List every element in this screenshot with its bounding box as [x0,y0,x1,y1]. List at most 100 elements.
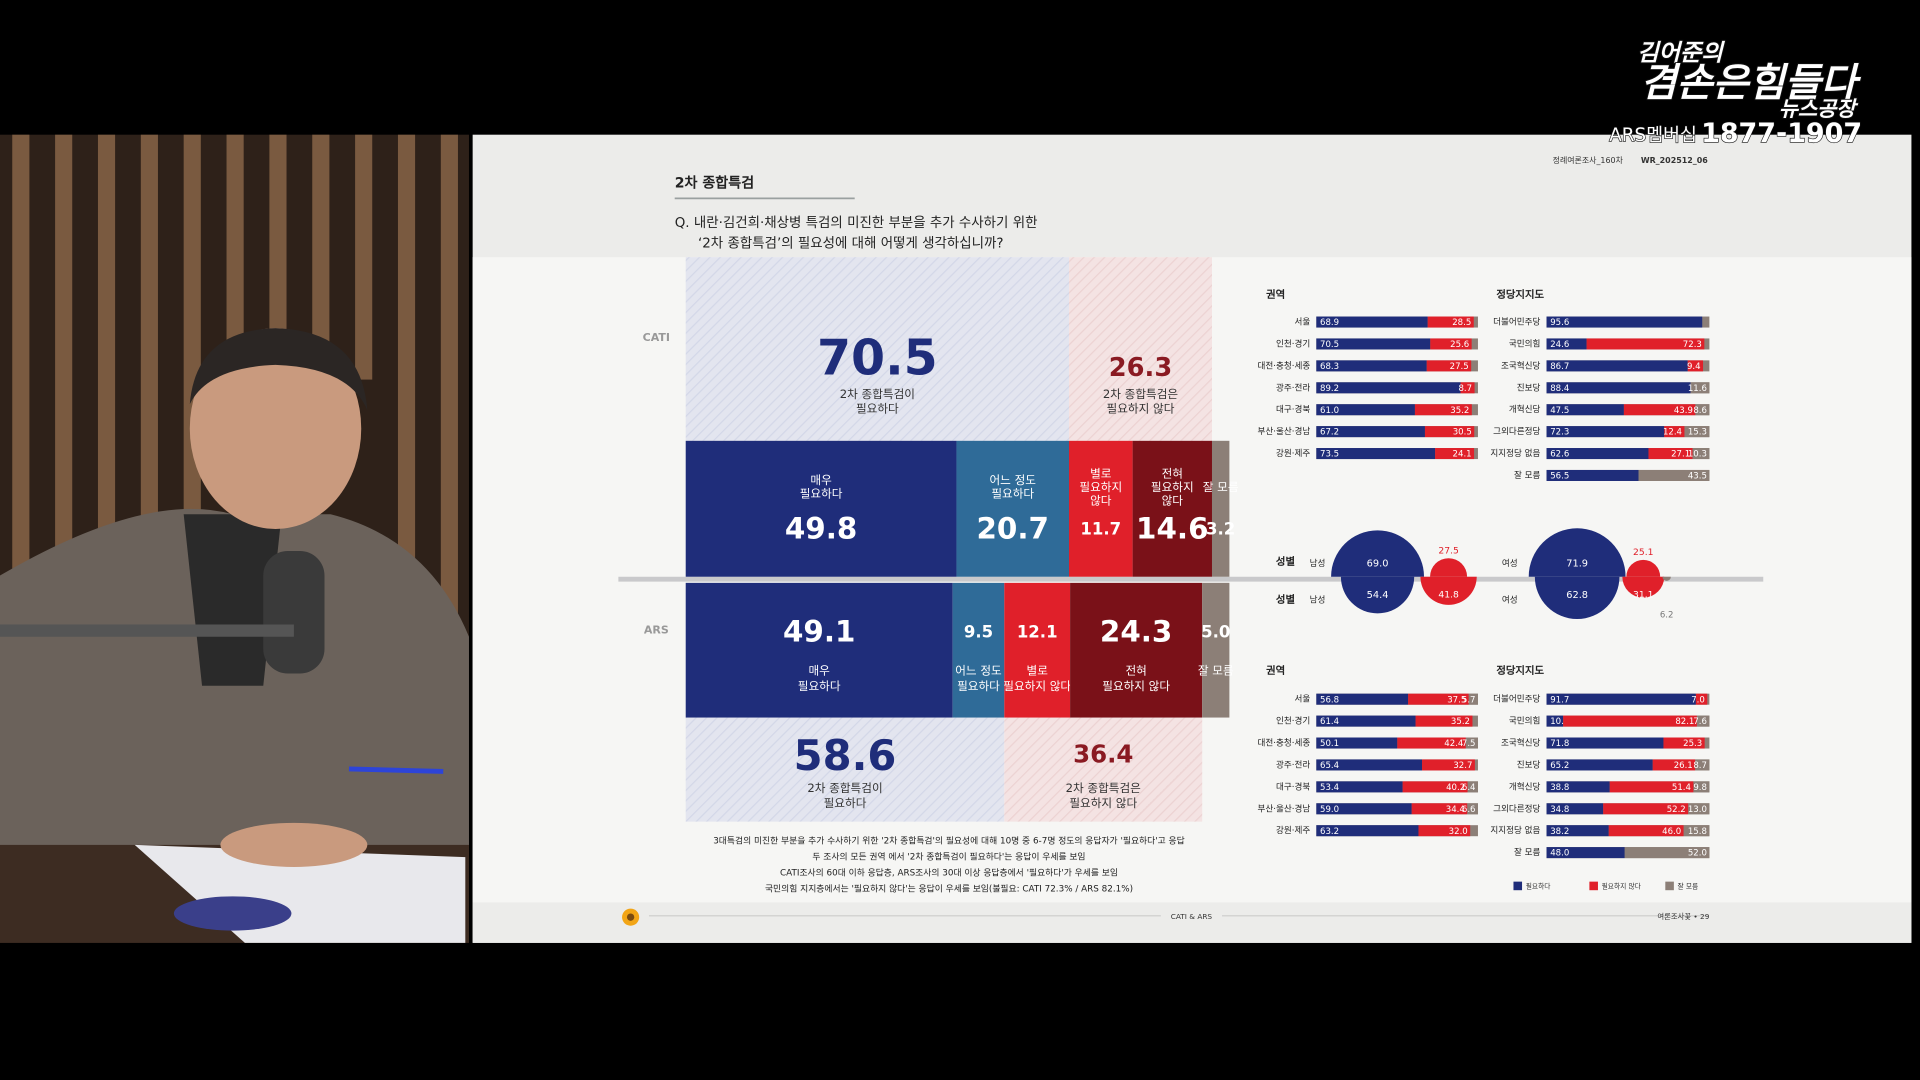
row-bar [1468,693,1478,705]
row-label: 진보당 [1517,382,1541,393]
row-bar [1690,382,1710,394]
need-total: 70.5 [817,330,938,387]
row-value: 8.6 [1693,406,1707,416]
row-label: 서울 [1294,317,1310,328]
row-label: 인천·경기 [1276,337,1310,349]
logo-line: 겸손은힘들다 [1640,61,1861,106]
need-label: 2차 종합특검이 [807,781,882,795]
row-bar [1546,847,1625,859]
segment-bar [1070,582,1203,718]
pen [348,766,444,774]
segment-label: 어느 정도 [989,473,1036,487]
gender-bubble [1662,576,1671,581]
method-label: CATI [643,331,670,344]
row-label: 서울 [1294,694,1310,705]
row-bar [1316,426,1425,438]
row-value: 15.3 [1688,428,1707,438]
row-value: 73.5 [1320,450,1339,460]
segment-label: 필요하지 [1079,480,1122,494]
row-value: 68.9 [1320,318,1339,328]
legend-label: 필요하지 않다 [1602,882,1641,891]
row-bar [1316,737,1398,749]
row-bar [1663,737,1705,749]
gender-title: 성별 [1276,593,1295,606]
segment-label: 전혀 [1125,664,1146,678]
gender-name: 여성 [1502,557,1518,569]
footer-label-bg [1160,909,1223,924]
row-value: 56.8 [1320,695,1339,705]
segment-value: 12.1 [1017,623,1058,642]
row-bar [1546,469,1639,481]
gender-value: 31.1 [1633,590,1653,601]
row-value: 9.4 [1687,362,1701,372]
row-bar [1638,469,1710,481]
row-value: 7.0 [1691,695,1705,705]
not-label: 2차 종합특검은 [1066,781,1142,795]
row-label: 부산·울산·경남 [1257,425,1310,437]
gender-bubble [1331,530,1425,577]
row-bar [1546,803,1604,815]
row-bar [1316,404,1415,416]
row-value: 72.3 [1683,340,1702,350]
row-value: 47.5 [1550,406,1569,416]
gender-value: 69.0 [1367,558,1389,569]
row-bar [1684,426,1710,438]
row-bar [1415,715,1473,727]
gender-value: 6.2 [1660,611,1674,621]
row-bar [1546,382,1691,394]
row-value: 7.6 [1693,717,1707,727]
row-value: 28.5 [1452,318,1471,328]
segment-bar [1202,582,1230,718]
row-bar [1695,759,1710,771]
row-bar [1411,803,1468,815]
row-bar [1546,781,1610,793]
camera-feed [0,134,469,943]
row-value: 32.7 [1453,761,1472,771]
row-label: 대구·경북 [1276,403,1310,415]
row-value: 72.3 [1550,428,1569,438]
note: 국민의힘 지지층에서는 '필요하지 않다'는 응답이 우세를 보임(불필요: C… [765,882,1133,894]
gender-value: 27.5 [1438,545,1459,556]
row-value: 61.4 [1320,717,1339,727]
sweater [183,514,282,686]
row-value: 24.1 [1453,450,1472,460]
row-label: 국민의힘 [1509,716,1541,727]
gender-bubble [1528,528,1626,577]
footer-logo-center [626,913,635,921]
row-label: 지지정당 없음 [1490,825,1540,836]
row-value: 10.3 [1688,450,1707,460]
row-bar [1397,737,1466,749]
row-bar [1316,382,1461,394]
row-bar [1467,803,1478,815]
row-label: 대구·경북 [1276,780,1310,792]
row-value: 35.2 [1451,717,1470,727]
row-value: 46.0 [1662,827,1681,837]
panel-title: 권역 [1266,664,1285,677]
row-bar [1546,426,1665,438]
gender-value: 54.4 [1367,590,1389,601]
row-bar [1664,426,1685,438]
segment-bar [956,440,1070,577]
segment-label: 필요하다 [800,487,843,501]
row-bar [1316,360,1427,372]
row-bar [1316,715,1416,727]
row-label: 광주·전라 [1276,381,1310,393]
segment-label: 않다 [1162,493,1184,507]
row-bar [1546,693,1696,705]
row-value: 8.7 [1693,761,1707,771]
gender-name: 남성 [1310,558,1326,569]
membership: ARS멤버십 [1609,125,1697,146]
row-value: 32.0 [1449,827,1468,837]
row-bar [1546,338,1587,350]
row-bar [1424,426,1475,438]
row-value: 65.4 [1320,761,1339,771]
row-value: 25.3 [1683,739,1702,749]
not-area [1004,717,1203,822]
logo-line: 김어준의 [1637,39,1725,66]
gender-bubble [1430,558,1468,577]
row-bar [1316,316,1428,328]
row-label: 국민의힘 [1509,338,1541,349]
logo-line: 뉴스공장 [1779,97,1859,121]
segment-label: 별로 [1090,466,1112,480]
